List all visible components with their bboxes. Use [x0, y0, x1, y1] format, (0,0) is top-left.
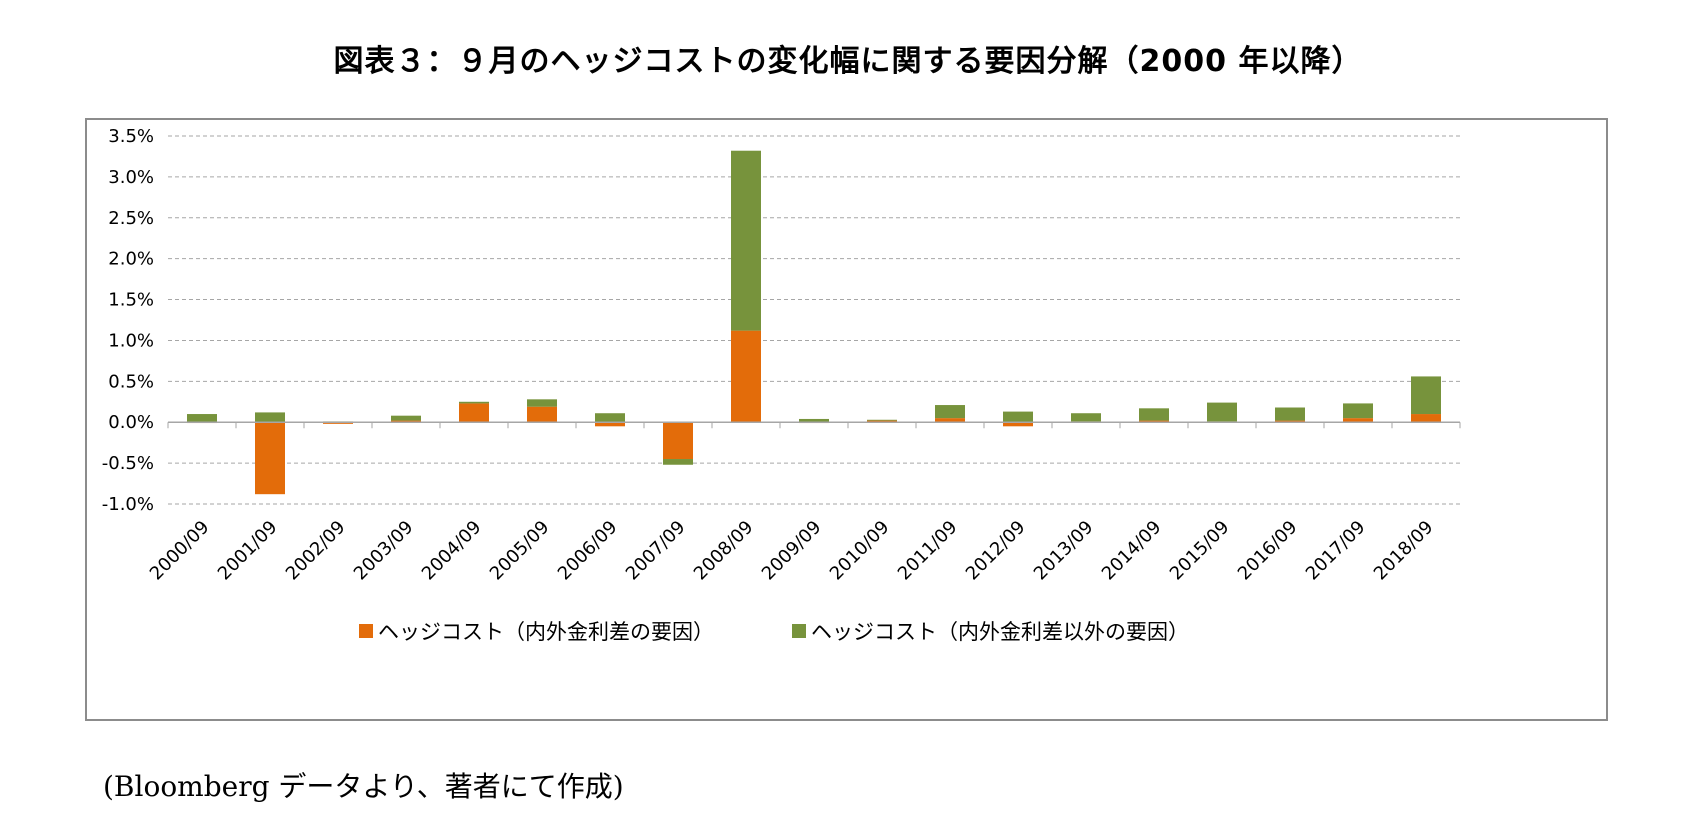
- bar-series1-2001-09: [255, 422, 285, 495]
- x-tick-label: 2009/09: [758, 517, 826, 585]
- y-tick-label: 2.0%: [108, 249, 154, 270]
- y-tick-label: 1.5%: [108, 290, 154, 311]
- figure-title: 図表３：９月のヘッジコストの変化幅に関する要因分解（2000 年以降）: [333, 44, 1363, 79]
- bar-series2-2012-09: [1003, 411, 1033, 423]
- bar-series1-2016-09: [1275, 420, 1305, 423]
- y-axis-ticks: 3.5% 3.0% 2.5% 2.0% 1.5% 1.0% 0.5% 0.0% -0.5% -1.…: [102, 126, 154, 515]
- y-tick-label: 3.5%: [108, 126, 154, 147]
- x-tick-label: 2003/09: [350, 517, 418, 585]
- bar-series1-2004-09: [459, 403, 489, 423]
- bar-series2-2010-09: [867, 419, 897, 421]
- x-tick-label: 2002/09: [282, 517, 350, 585]
- legend-label-series1: ヘッジコスト（内外金利差の要因）: [378, 620, 714, 644]
- x-tick-label: 2012/09: [962, 517, 1030, 585]
- bar-series1-2018-09: [1411, 414, 1441, 423]
- x-tick-label: 2015/09: [1166, 517, 1234, 585]
- legend-label-series2: ヘッジコスト（内外金利差以外の要因）: [811, 620, 1189, 644]
- x-tick-label: 2010/09: [826, 517, 894, 585]
- bar-series1-2011-09: [935, 418, 965, 423]
- bar-series1-2005-09: [527, 406, 557, 423]
- y-tick-label: -1.0%: [102, 494, 154, 515]
- legend: ヘッジコスト（内外金利差の要因） ヘッジコスト（内外金利差以外の要因）: [359, 620, 1189, 644]
- x-tick-label: 2000/09: [146, 517, 214, 585]
- bar-series1-2006-09: [595, 422, 625, 427]
- bar-series1-2002-09: [323, 422, 353, 424]
- x-tick-label: 2013/09: [1030, 517, 1098, 585]
- y-tick-label: 0.0%: [108, 412, 154, 433]
- stacked-bar-chart: 3.5% 3.0% 2.5% 2.0% 1.5% 1.0% 0.5% 0.0% -0.5% -1.…: [102, 126, 1461, 644]
- bar-series2-2015-09: [1207, 402, 1237, 422]
- x-tick-label: 2001/09: [214, 517, 282, 585]
- x-axis: [167, 421, 1461, 429]
- bar-series2-2016-09: [1275, 407, 1305, 421]
- bar-series2-2017-09: [1343, 403, 1373, 419]
- bar-series1-2010-09: [867, 420, 897, 423]
- bar-series1-2014-09: [1139, 420, 1169, 423]
- x-tick-label: 2007/09: [622, 517, 690, 585]
- bar-series1-2012-09: [1003, 422, 1033, 427]
- x-axis-ticks: 2000/09 2001/09 2002/09 2003/09 2004/09 2005/…: [146, 517, 1438, 585]
- x-tick-label: 2018/09: [1370, 517, 1438, 585]
- bar-series2-2004-09: [459, 401, 489, 404]
- bar-series2-2014-09: [1139, 408, 1169, 421]
- bar-series1-2003-09: [391, 420, 421, 423]
- x-tick-label: 2005/09: [486, 517, 554, 585]
- y-tick-label: 0.5%: [108, 371, 154, 392]
- bar-series1-2008-09: [731, 330, 761, 423]
- y-tick-label: -0.5%: [102, 453, 154, 474]
- x-tick-label: 2008/09: [690, 517, 758, 585]
- x-tick-label: 2004/09: [418, 517, 486, 585]
- x-tick-label: 2014/09: [1098, 517, 1166, 585]
- bar-series2-2008-09: [731, 150, 761, 331]
- chart-frame: 3.5% 3.0% 2.5% 2.0% 1.5% 1.0% 0.5% 0.0% -0.5% -1.…: [85, 118, 1608, 721]
- x-tick-label: 2006/09: [554, 517, 622, 585]
- bar-series2-2009-09: [799, 418, 829, 423]
- bar-series2-2001-09: [255, 412, 285, 423]
- legend-swatch-series2: [792, 624, 806, 638]
- x-tick-label: 2011/09: [894, 517, 962, 585]
- x-tick-label: 2016/09: [1234, 517, 1302, 585]
- y-tick-label: 2.5%: [108, 208, 154, 229]
- y-tick-label: 3.0%: [108, 167, 154, 188]
- bar-series2-2007-09: [663, 459, 693, 465]
- bar-series2-2011-09: [935, 405, 965, 419]
- bar-series1-2007-09: [663, 422, 693, 460]
- source-note: (Bloomberg データより、著者にて作成): [103, 770, 624, 803]
- bar-series2-2013-09: [1071, 413, 1101, 422]
- bars: [187, 150, 1441, 495]
- bar-series2-2000-09: [187, 414, 217, 423]
- legend-swatch-series1: [359, 624, 373, 638]
- bar-series2-2006-09: [595, 413, 625, 423]
- bar-series2-2018-09: [1411, 376, 1441, 415]
- bar-series1-2017-09: [1343, 418, 1373, 423]
- grid-lines: [168, 135, 1460, 505]
- y-tick-label: 1.0%: [108, 330, 154, 351]
- x-tick-label: 2017/09: [1302, 517, 1370, 585]
- bar-series2-2005-09: [527, 399, 557, 407]
- bar-series2-2003-09: [391, 415, 421, 421]
